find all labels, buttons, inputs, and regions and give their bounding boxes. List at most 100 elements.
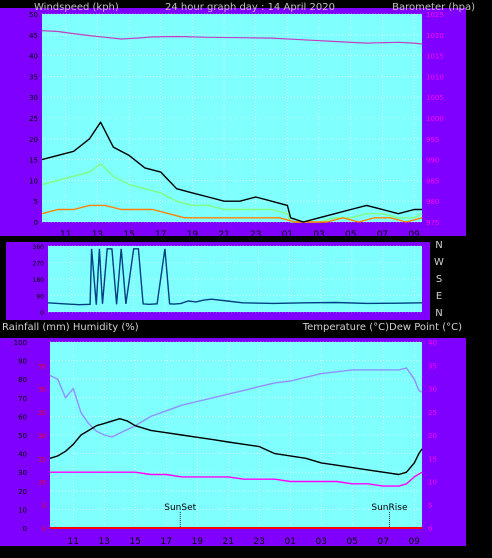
direction-tick-label: 90 [36,294,44,301]
sunrise-label: SunRise [371,503,408,513]
windspeed-x-tick-label: 09 [408,230,420,240]
windspeed-tick-label: 5 [34,198,38,206]
series-humidity-line [49,367,423,438]
compass-label-north-bottom: N [435,308,442,319]
temperature-x-tick-label: 19 [192,537,204,547]
windspeed-x-tick-label: 01 [282,230,293,240]
rainfall-humidity-axis-title: Rainfall (mm) Humidity (%) [2,322,139,333]
humidity-tick-label: 80 [18,376,27,384]
temperature-x-tick-label: 03 [316,537,327,547]
temperature-tick-label: 35 [428,362,437,370]
series-barometer-line [41,30,423,45]
humidity-tick-label: 70 [18,395,27,403]
temperature-x-tick-label: 09 [409,537,421,547]
rainfall-tick-label: 35 [38,363,46,370]
graph-date-title: 24 hour graph day : 14 April 2020 [165,2,335,13]
temperature-x-tick-label: 23 [254,537,265,547]
windspeed-tick-label: 50 [29,11,38,19]
temperature-tick-label: 5 [428,502,432,510]
barometer-tick-label: 995 [426,136,439,144]
rainfall-tick-label: 25 [38,410,46,417]
windspeed-x-tick-label: 19 [187,230,199,240]
humidity-tick-label: 40 [18,451,27,459]
temperature-tick-label: 40 [428,339,437,347]
temperature-tick-label: 20 [428,432,437,440]
windspeed-tick-label: 20 [29,136,38,144]
temperature-tick-label: 10 [428,479,437,487]
windspeed-tick-label: 35 [29,73,38,81]
humidity-tick-label: 60 [18,413,27,421]
series-direction-line [47,248,423,306]
sunset-label: SunSet [164,503,196,513]
temperature-dewpoint-axis-title: Temperature (°C)Dew Point (°C) [302,322,462,333]
windspeed-x-tick-label: 05 [345,230,356,240]
windspeed-tick-label: 45 [29,32,38,40]
windspeed-x-tick-label: 17 [155,230,166,240]
windspeed-tick-label: 10 [29,177,38,185]
series-low-line [41,204,423,223]
barometer-tick-label: 990 [426,157,439,165]
humidity-tick-label: 0 [23,525,27,533]
series-temperature-line [49,418,423,476]
compass-label-south: S [436,274,442,285]
windspeed-tick-label: 0 [34,219,38,227]
windspeed-tick-label: 30 [29,94,38,102]
windspeed-axis-title: Windspeed (kph) [34,2,119,13]
barometer-tick-label: 975 [426,219,439,227]
temperature-tick-label: 30 [428,386,437,394]
compass-label-west: W [434,257,444,268]
rainfall-tick-label: 15 [38,456,46,463]
barometer-tick-label: 1020 [426,32,444,40]
barometer-tick-label: 1010 [426,73,444,81]
windspeed-x-tick-label: 23 [250,230,261,240]
temperature-x-tick-label: 15 [130,537,141,547]
windspeed-tick-label: 25 [29,115,38,123]
wind-direction-chart: 0 90 180 270 360 [33,244,423,317]
temperature-x-tick-label: 21 [223,537,234,547]
barometer-tick-label: 1000 [426,115,444,123]
temperature-x-tick-label: 11 [68,537,79,547]
windspeed-x-tick-label: 11 [60,230,71,240]
compass-labels: N W S E N [434,240,444,319]
temperature-tick-label: 0 [428,525,432,533]
temperature-x-tick-label: 13 [99,537,110,547]
temperature-tick-label: 15 [428,455,437,463]
windspeed-x-tick-label: 07 [377,230,388,240]
temperature-tick-label: 25 [428,409,437,417]
direction-tick-label: 180 [33,277,45,284]
series-dewpoint-line [50,471,423,487]
series-average-line [41,163,423,223]
humidity-tick-label: 10 [18,506,27,514]
barometer-tick-label: 1025 [426,11,444,19]
humidity-tick-label: 50 [18,432,27,440]
rainfall-tick-label: 30 [38,387,46,394]
direction-tick-label: 270 [33,261,45,268]
windspeed-tick-label: 15 [29,157,38,165]
humidity-tick-label: 20 [18,488,27,496]
compass-label-north-top: N [435,240,442,251]
temperature-x-tick-label: 05 [347,537,358,547]
windspeed-x-tick-label: 13 [92,230,103,240]
barometer-tick-label: 1005 [426,94,444,102]
series-gust-line [41,121,422,223]
temperature-x-tick-label: 01 [285,537,296,547]
temperature-humidity-chart: 0102030405060708090100051015202530350510… [14,339,437,547]
windspeed-x-tick-label: 15 [123,230,134,240]
windspeed-x-tick-label: 03 [313,230,324,240]
rainfall-tick-label: 10 [38,480,46,487]
humidity-tick-label: 30 [18,469,27,477]
barometer-tick-label: 980 [426,198,439,206]
barometer-tick-label: 985 [426,177,439,185]
barometer-axis-title: Barometer (hpa) [392,2,475,13]
temperature-x-tick-label: 17 [161,537,172,547]
windspeed-tick-label: 40 [29,53,38,61]
temperature-x-tick-label: 07 [378,537,389,547]
compass-label-east: E [436,291,442,302]
humidity-tick-label: 100 [14,339,27,347]
windspeed-x-tick-label: 21 [218,230,229,240]
sun-annotations: SunSet SunRise [164,503,408,513]
rainfall-tick-label: 0 [42,526,46,533]
rainfall-tick-label: 5 [42,503,46,510]
